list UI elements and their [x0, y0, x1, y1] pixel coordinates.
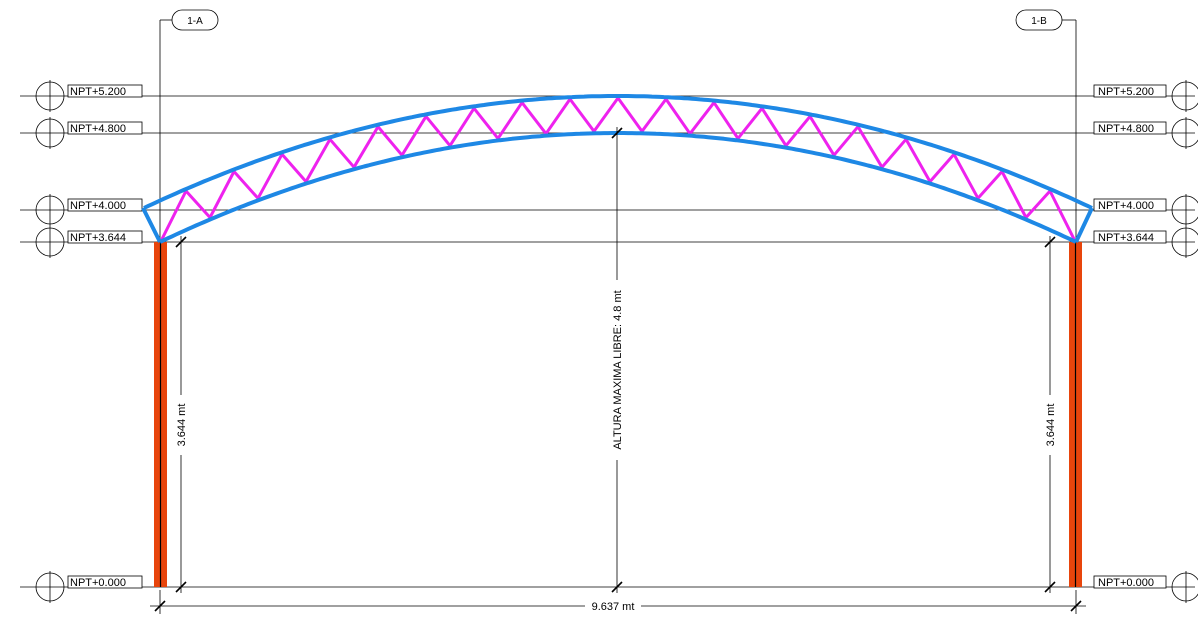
level-label-right-3644: NPT+3.644: [1098, 232, 1154, 244]
level-label-left-4000: NPT+4.000: [70, 200, 126, 212]
level-label-boxes: [67, 84, 1167, 589]
left-height-tick-top: [175, 236, 187, 248]
arch-right-end: [1074, 207, 1094, 243]
level-box-left-4000: [67, 198, 143, 212]
truss-web-member: [952, 152, 980, 200]
level-box-right-3644: [1093, 230, 1167, 244]
level-markers-right: [1171, 80, 1198, 603]
arch-left-end: [141, 207, 162, 243]
truss-web-member: [400, 114, 428, 157]
level-label-left-3644: NPT+3.644: [70, 232, 126, 244]
arch-top-chord: [143, 94, 1093, 210]
level-box-right-4800: [1093, 121, 1167, 135]
truss-web-member: [592, 96, 620, 133]
truss-web-member: [256, 152, 284, 200]
truss-web-member: [496, 101, 524, 140]
right-height-tick-bottom: [1044, 581, 1056, 593]
truss-web-member: [448, 106, 476, 148]
max-height-label-bg: [611, 280, 623, 460]
truss-web-member: [904, 137, 932, 184]
grid-bubble-left: [171, 9, 219, 31]
truss-web-member: [304, 137, 332, 184]
left-height-label: 3.644 mt: [176, 404, 188, 447]
right-height-tick-top: [1044, 236, 1056, 248]
max-height-label: ALTURA MAXIMA LIBRE: 4.8 mt: [612, 290, 624, 449]
grid-axis-label-left: 1-A: [187, 16, 203, 27]
span-label: 9.637 mt: [592, 601, 635, 613]
level-label-right-4000: NPT+4.000: [1098, 200, 1154, 212]
truss-web-member: [808, 114, 836, 157]
truss-web-member: [472, 106, 500, 140]
truss-web-member: [640, 97, 668, 133]
max-height-tick-top: [611, 127, 623, 139]
level-label-left-4800: NPT+4.800: [70, 123, 126, 135]
truss-web-member: [688, 101, 716, 136]
span-tick-left: [154, 600, 166, 612]
truss-web-member: [760, 106, 788, 148]
truss-web-member: [568, 97, 596, 133]
grid-axes: [159, 9, 1077, 242]
level-markers-left: [35, 80, 65, 603]
truss-web-member: [520, 101, 548, 136]
truss-web-member: [928, 152, 956, 184]
level-box-right-5200: [1093, 84, 1167, 98]
span-tick-right: [1070, 600, 1082, 612]
truss-web-member: [424, 114, 452, 148]
truss-web-member: [232, 170, 260, 200]
truss-web-member: [1048, 189, 1076, 241]
truss-web-member: [1024, 189, 1052, 219]
arch: [141, 94, 1094, 244]
truss-web-member: [328, 137, 356, 169]
truss-web-member: [280, 152, 308, 184]
level-label-right-5200: NPT+5.200: [1098, 86, 1154, 98]
level-lines: [20, 95, 1195, 588]
truss-web-member: [976, 170, 1004, 200]
truss-web-member: [160, 189, 188, 241]
level-box-left-4800: [67, 121, 143, 135]
level-box-right-0000: [1093, 575, 1167, 589]
truss-web-member: [1000, 170, 1028, 219]
right-height-label: 3.644 mt: [1045, 404, 1057, 447]
level-box-left-5200: [67, 84, 143, 98]
grid-axis-label-right: 1-B: [1031, 16, 1047, 27]
truss-web-member: [352, 125, 380, 169]
columns: [154, 242, 1082, 587]
truss-web-member: [544, 97, 572, 136]
truss-web-member: [664, 97, 692, 136]
level-box-right-4000: [1093, 198, 1167, 212]
truss-web: [160, 96, 1076, 241]
truss-web-member: [832, 125, 860, 157]
truss-web-member: [376, 125, 404, 157]
level-label-right-4800: NPT+4.800: [1098, 123, 1154, 135]
truss-web-member: [712, 101, 740, 140]
truss-web-member: [616, 96, 644, 133]
level-label-right-0000: NPT+0.000: [1098, 577, 1154, 589]
grid-bubble-right: [1015, 9, 1063, 31]
span-label-bg: [585, 600, 641, 612]
level-label-left-0000: NPT+0.000: [70, 577, 126, 589]
truss-web-member: [880, 137, 908, 169]
left-height-tick-bottom: [175, 581, 187, 593]
left-height-label-bg: [175, 395, 187, 455]
level-label-left-5200: NPT+5.200: [70, 86, 126, 98]
truss-web-member: [736, 106, 764, 140]
level-labels: NPT+5.200 NPT+4.800 NPT+4.000 NPT+3.644 …: [70, 86, 1154, 589]
level-box-left-3644: [67, 230, 143, 244]
truss-web-member: [784, 114, 812, 148]
max-height-tick-bottom: [611, 581, 623, 593]
level-box-left-0000: [67, 575, 143, 589]
truss-web-member: [184, 189, 212, 219]
right-height-label-bg: [1044, 395, 1056, 455]
truss-web-member: [208, 170, 236, 219]
truss-web-member: [856, 125, 884, 169]
arch-bottom-chord: [159, 131, 1077, 244]
